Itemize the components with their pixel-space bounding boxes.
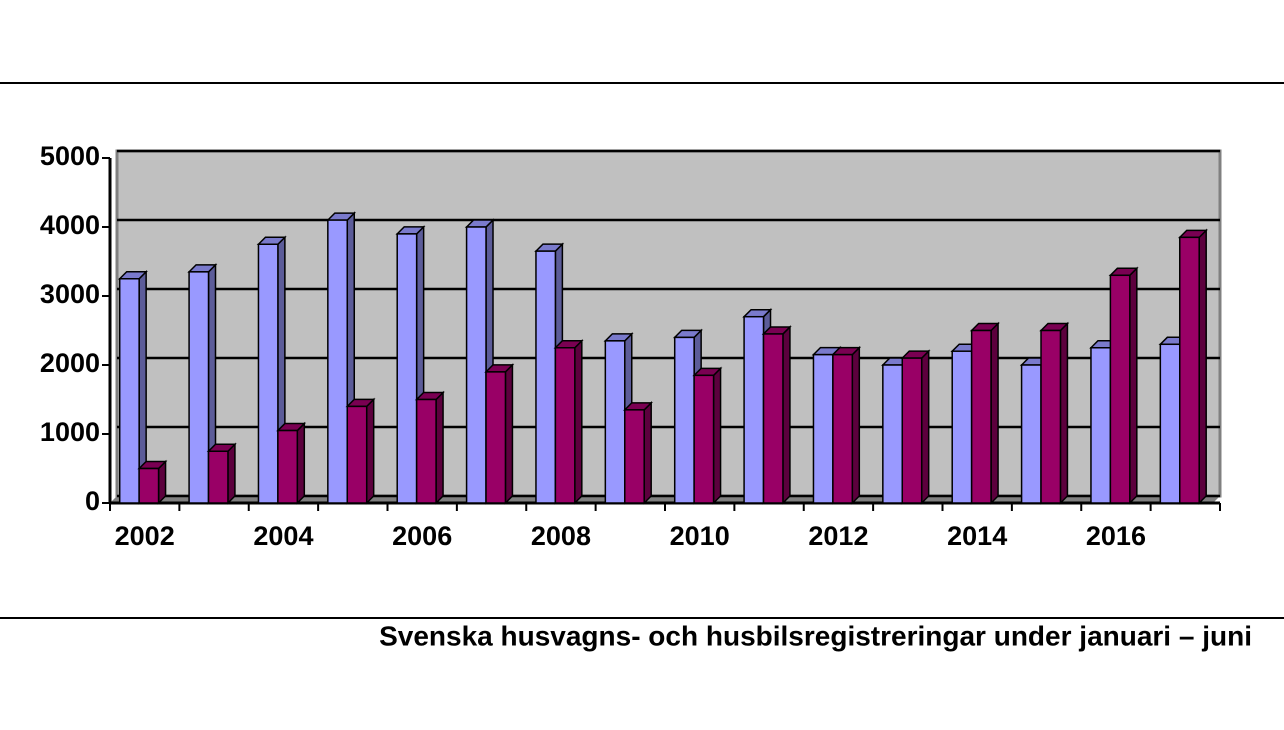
y-tick-label: 0 [85, 486, 100, 516]
bar-side [504, 363, 514, 505]
x-tick-label: 2008 [531, 521, 591, 551]
bar-side [1129, 266, 1138, 505]
bar [1109, 274, 1131, 504]
bar-side [782, 325, 791, 505]
bar [673, 336, 695, 504]
bar-side [435, 390, 444, 505]
bar [951, 350, 973, 504]
y-tick-label: 1000 [40, 417, 100, 447]
bar [415, 398, 437, 504]
bar-side [920, 349, 930, 505]
bar [535, 250, 557, 504]
y-tick-label: 4000 [40, 210, 100, 240]
bar [882, 364, 904, 504]
chart-title: Svenska husvagns- och husbilsregistrerin… [379, 620, 1252, 651]
y-tick-label: 2000 [40, 348, 100, 378]
bar-side [365, 397, 375, 505]
bar [624, 409, 645, 504]
y-tick-label: 5000 [40, 141, 100, 171]
x-tick-label: 2002 [115, 521, 175, 551]
bar [604, 340, 626, 504]
bar [832, 353, 854, 504]
x-tick-label: 2006 [392, 521, 452, 551]
bar [485, 371, 507, 504]
bar-side [1198, 228, 1207, 505]
y-tick-label: 3000 [40, 279, 100, 309]
bar [207, 450, 229, 504]
bar-side [851, 345, 861, 505]
bar [465, 226, 487, 504]
x-tick-label: 2012 [808, 521, 868, 551]
bar-side [990, 321, 999, 505]
bar [693, 374, 715, 504]
x-tick-label: 2004 [253, 521, 313, 551]
bar [118, 278, 140, 504]
bar-side [712, 366, 722, 505]
bar-side [296, 421, 306, 505]
bar [277, 429, 299, 504]
bar [188, 271, 210, 504]
x-tick-label: 2014 [947, 521, 1007, 551]
bar [812, 353, 834, 504]
bar [257, 243, 279, 504]
bar [1159, 343, 1181, 504]
x-tick-label: 2016 [1086, 521, 1146, 551]
bar [1090, 347, 1112, 504]
bar [743, 315, 765, 504]
bar [1179, 236, 1200, 504]
bar-side [643, 401, 652, 505]
bar [762, 333, 784, 504]
bar [970, 329, 992, 504]
x-tick-label: 2010 [670, 521, 730, 551]
bar [1040, 329, 1062, 504]
bar [327, 219, 349, 504]
bar [554, 347, 576, 504]
bar-side [227, 442, 236, 505]
bar-side [1059, 321, 1069, 505]
plot-floor [110, 496, 1220, 503]
bar [1020, 364, 1042, 504]
bar [396, 233, 418, 504]
bar-side [574, 338, 583, 505]
bar [346, 405, 368, 504]
bar [138, 467, 160, 504]
bar [901, 357, 923, 504]
